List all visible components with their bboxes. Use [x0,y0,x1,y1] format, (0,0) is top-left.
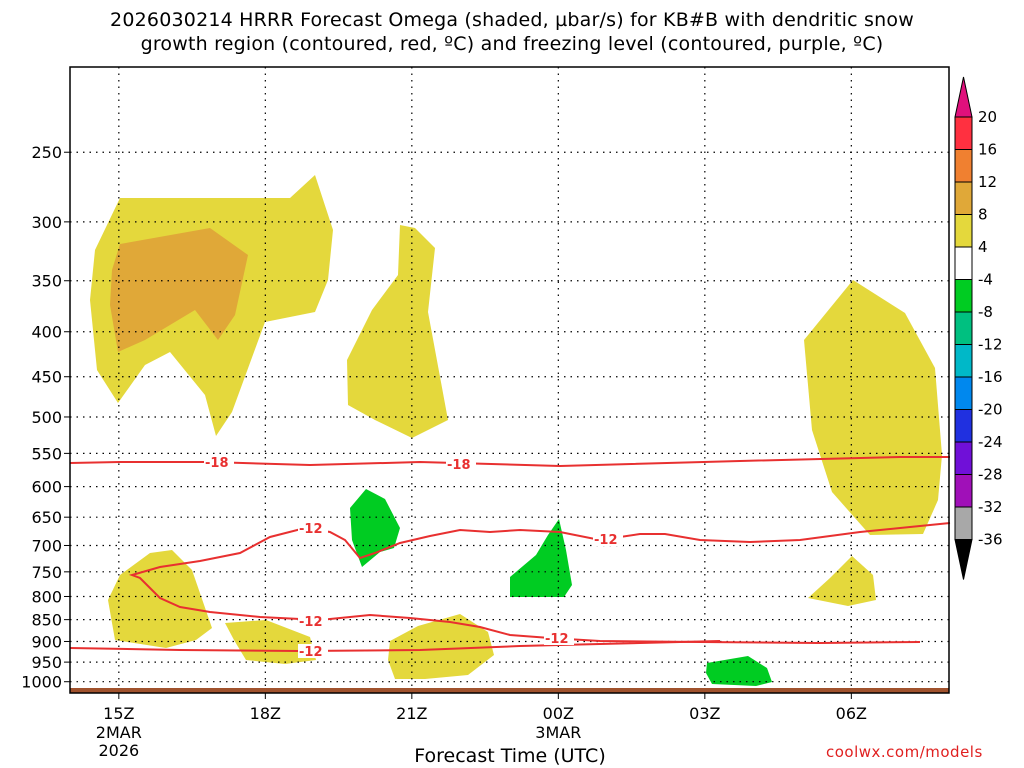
contour-labels: -18 -18 -12 -12 -12 -12 -12 [204,455,623,660]
colorbar-bin [954,214,973,248]
colorbar-bin [954,279,973,313]
colorbar-bin [954,376,973,410]
colorbar-label: -24 [978,433,1003,451]
x-axis-label: Forecast Time (UTC) [414,745,606,767]
credit-text: coolwx.com/models [826,743,983,761]
x-tick-label: 03Z [689,704,720,723]
contour-label-bg [298,521,328,535]
colorbar-label: 8 [978,206,988,224]
contour-label-minus12-b: -12 [594,533,618,548]
contour-label-bg [204,455,234,469]
x-tick-label: 21Z [396,704,427,723]
yellow-lower-mid [388,614,494,679]
contour-label-minus12-e: -12 [299,645,323,660]
colorbar: 20 16 12 8 4 -4 -8 -12 -16 -20 -24 -28 -32 -36 [954,76,1003,580]
chart-title: 2026030214 HRRR Forecast Omega (shaded, … [0,8,1024,56]
contour-label-bg [593,532,623,546]
y-tick-label: 650 [31,508,62,527]
contour-label-bg [298,614,328,628]
y-tick-label: 600 [31,478,62,497]
colorbar-label: -32 [978,498,1003,516]
contour-label-bg [446,457,476,471]
y-tick-label: 250 [31,143,62,162]
colorbar-label: -28 [978,466,1003,484]
colorbar-label: -8 [978,303,993,321]
green-mid-2 [510,519,572,597]
colorbar-label: 16 [978,141,997,159]
colorbar-label: -16 [978,368,1003,386]
y-tick-label: 950 [31,653,62,672]
yellow-right [804,280,942,535]
colorbar-label: -4 [978,271,993,289]
chart-title-line-1: 2026030214 HRRR Forecast Omega (shaded, … [110,9,914,31]
colorbar-bin [954,441,973,475]
x-tick-label: 18Z [250,704,281,723]
colorbar-label: 12 [978,173,997,191]
yellow-lower-left-2 [225,620,316,664]
contour-label-minus12-c: -12 [299,615,323,630]
y-tick-label: 450 [31,368,62,387]
colorbar-bin [954,116,973,150]
colorbar-top-arrow [954,76,973,118]
contour-label-minus18-b: -18 [447,458,471,473]
y-tick-label: 300 [31,213,62,232]
contour-label-bg [298,644,328,658]
colorbar-bin [954,311,973,345]
x-tick-sublabel: 2026 [98,741,139,760]
colorbar-bin [954,409,973,443]
y-tick-label: 850 [31,611,62,630]
y-tick-label: 900 [31,632,62,651]
contour-label-minus12-a: -12 [299,522,323,537]
grid-lines [70,67,949,693]
colorbar-bin [954,149,973,183]
omega-shading [90,175,942,686]
colorbar-label: 4 [978,238,988,256]
colorbar-bin [954,344,973,378]
y-tick-label: 500 [31,408,62,427]
contour-label-bg [544,631,574,645]
colorbar-label: -36 [978,531,1003,549]
orange-upper-left [110,228,248,352]
x-tick-sublabel: 2MAR [96,723,142,742]
y-tick-label: 700 [31,536,62,555]
colorbar-bin [954,181,973,215]
contour-minus18 [69,456,950,468]
y-tick-label: 800 [31,587,62,606]
colorbar-label: -20 [978,401,1003,419]
y-tick-label: 400 [31,323,62,342]
yellow-lower-right [808,556,876,606]
y-tick-label: 550 [31,444,62,463]
colorbar-bin [954,246,973,280]
x-tick-label: 00Z [543,704,574,723]
contour-label-minus12-d: -12 [545,632,569,647]
colorbar-bottom-arrow [954,539,973,580]
y-tick-label: 1000 [21,673,62,692]
contour-label-minus18-a: -18 [205,456,229,471]
plot-frame [69,66,950,694]
contour-lines [69,456,951,653]
colorbar-bin [954,474,973,508]
ground-strip [70,688,949,693]
contour-minus12-lower [69,640,721,653]
chart-title-line-2: growth region (contoured, red, ºC) and f… [140,33,884,55]
green-low [706,656,772,686]
x-tick-label: 15Z [103,704,134,723]
colorbar-label: 20 [978,108,997,126]
colorbar-bin [954,506,973,540]
x-tick-sublabel: 3MAR [535,723,581,742]
yellow-upper-mid [347,225,448,438]
y-axis: 250 300 350 400 450 500 550 600 650 700 750 800 850 9… [21,143,70,692]
y-tick-label: 750 [31,563,62,582]
y-tick-label: 350 [31,272,62,291]
contour-minus12-upper [128,522,951,645]
x-tick-label: 06Z [836,704,867,723]
colorbar-label: -12 [978,336,1003,354]
